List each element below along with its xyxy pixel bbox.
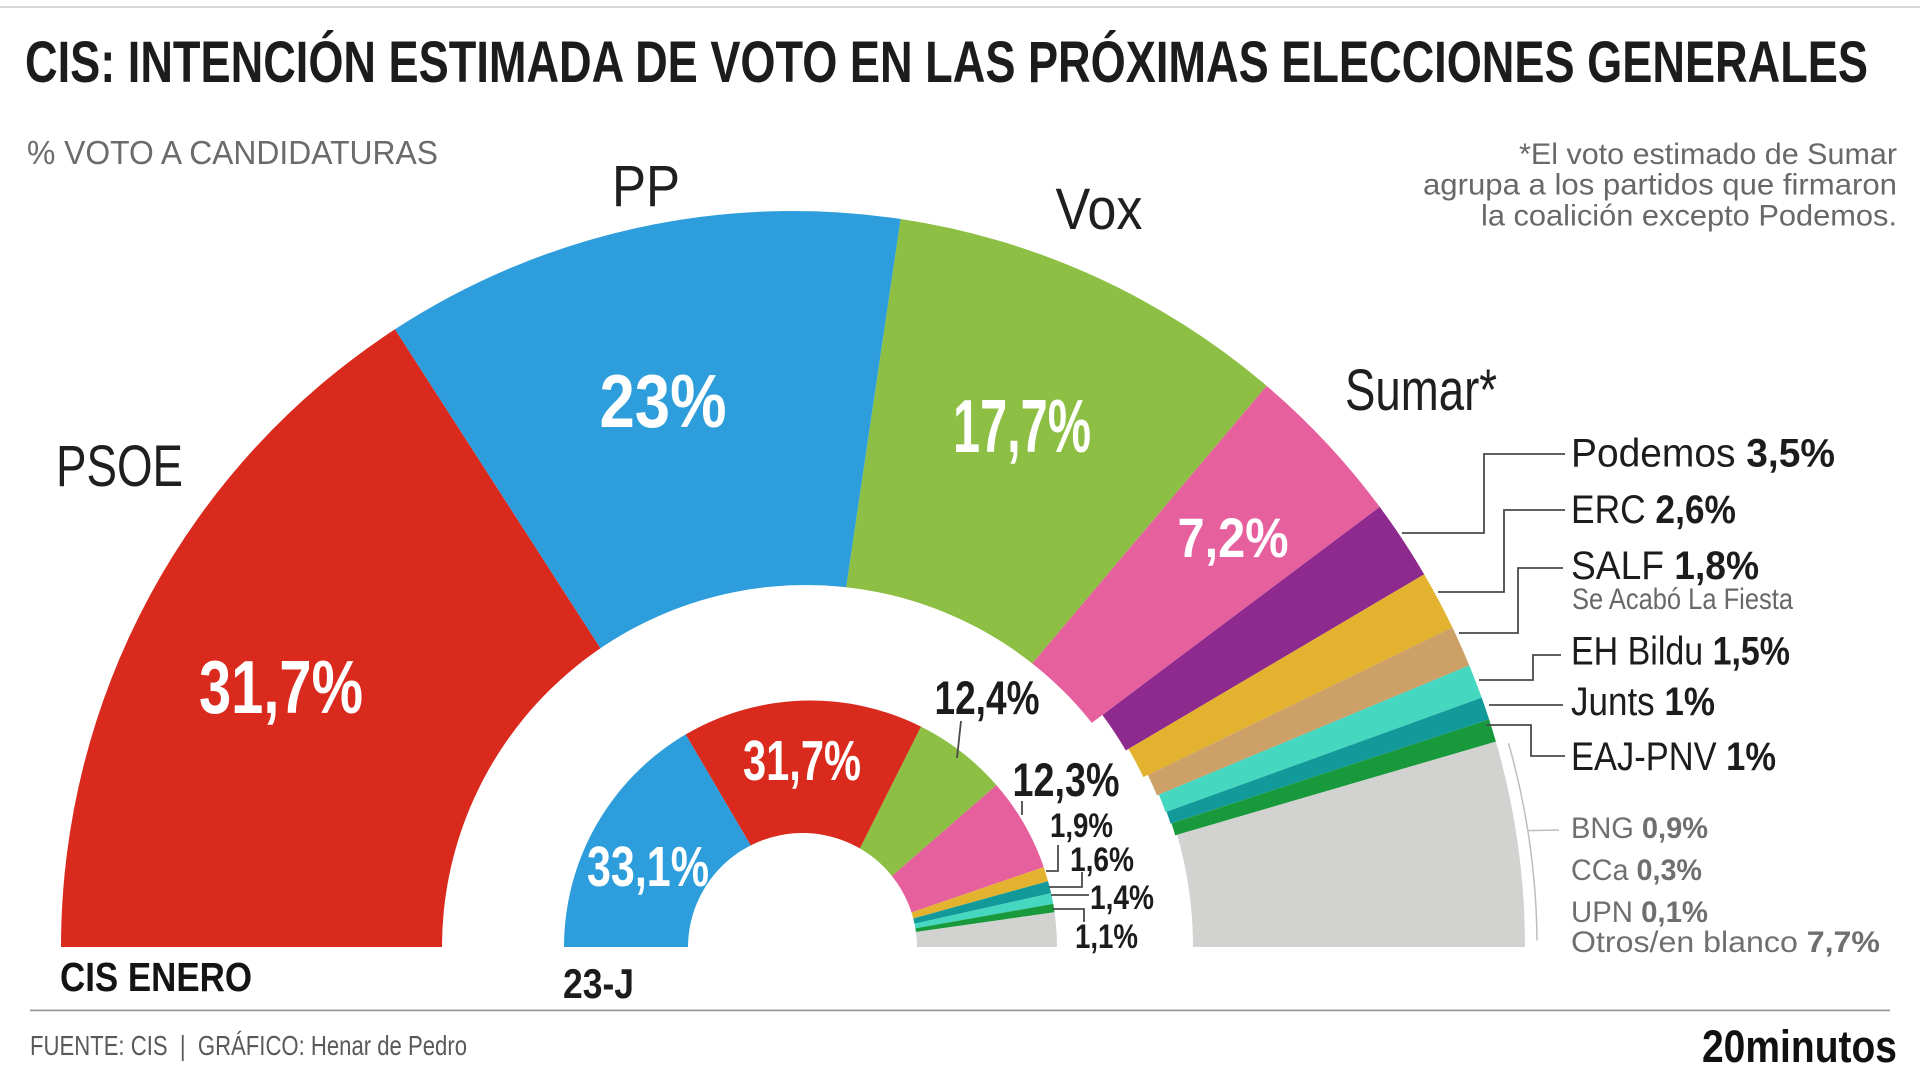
svg-text:20minutos: 20minutos: [1702, 1021, 1897, 1072]
svg-text:17,7%: 17,7%: [953, 384, 1091, 468]
svg-text:Sumar*: Sumar*: [1345, 358, 1497, 423]
svg-text:CIS: INTENCIÓN ESTIMADA DE VOT: CIS: INTENCIÓN ESTIMADA DE VOTO EN LAS P…: [25, 30, 1868, 95]
svg-text:BNG 0,9%: BNG 0,9%: [1571, 812, 1708, 845]
svg-text:1,4%: 1,4%: [1090, 879, 1154, 917]
svg-text:23-J: 23-J: [563, 960, 634, 1007]
svg-text:Podemos 3,5%: Podemos 3,5%: [1571, 432, 1835, 476]
svg-text:1,9%: 1,9%: [1050, 807, 1113, 845]
svg-text:agrupa a los partidos que firm: agrupa a los partidos que firmaron: [1423, 169, 1897, 202]
svg-text:ERC 2,6%: ERC 2,6%: [1571, 488, 1736, 532]
svg-text:1,1%: 1,1%: [1075, 918, 1138, 956]
svg-text:la coalición excepto Podemos.: la coalición excepto Podemos.: [1481, 200, 1897, 233]
svg-text:33,1%: 33,1%: [587, 835, 709, 899]
svg-text:12,3%: 12,3%: [1013, 753, 1120, 806]
svg-text:EH Bildu 1,5%: EH Bildu 1,5%: [1571, 630, 1790, 674]
svg-text:31,7%: 31,7%: [199, 645, 363, 729]
svg-text:Junts 1%: Junts 1%: [1571, 680, 1715, 724]
svg-text:CIS ENERO: CIS ENERO: [60, 954, 252, 1000]
svg-text:UPN 0,1%: UPN 0,1%: [1571, 896, 1708, 929]
svg-text:CCa 0,3%: CCa 0,3%: [1571, 854, 1702, 887]
svg-text:EAJ-PNV 1%: EAJ-PNV 1%: [1571, 735, 1776, 779]
svg-text:PP: PP: [612, 154, 680, 219]
svg-text:1,6%: 1,6%: [1070, 841, 1134, 879]
svg-text:23%: 23%: [600, 359, 727, 443]
svg-text:FUENTE: CIS | GRÁFICO: Henar: FUENTE: CIS | GRÁFICO: Henar de Pedro: [30, 1030, 467, 1061]
svg-text:% VOTO A CANDIDATURAS: % VOTO A CANDIDATURAS: [27, 134, 438, 171]
svg-text:7,2%: 7,2%: [1178, 506, 1289, 569]
svg-text:SALF 1,8%: SALF 1,8%: [1571, 544, 1759, 588]
svg-text:12,4%: 12,4%: [935, 671, 1040, 724]
svg-text:Se Acabó La Fiesta: Se Acabó La Fiesta: [1572, 583, 1793, 616]
svg-text:Otros/en blanco 7,7%: Otros/en blanco 7,7%: [1571, 926, 1880, 959]
svg-text:Vox: Vox: [1056, 177, 1143, 242]
svg-text:PSOE: PSOE: [56, 434, 183, 499]
svg-text:*El voto estimado de Sumar: *El voto estimado de Sumar: [1519, 138, 1897, 171]
svg-text:31,7%: 31,7%: [743, 729, 861, 793]
